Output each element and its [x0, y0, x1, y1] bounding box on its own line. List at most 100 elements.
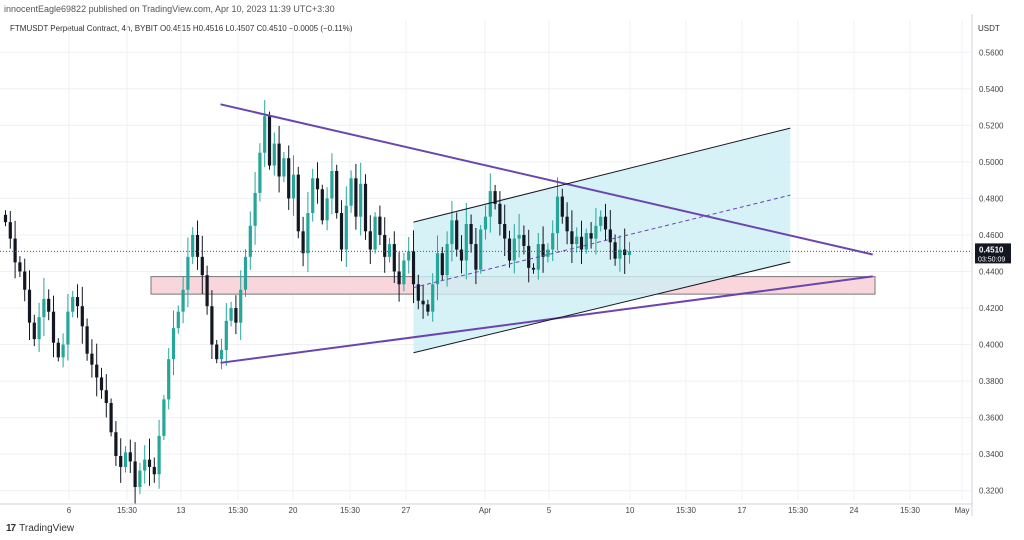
candle-body: [114, 432, 118, 456]
candle: [224, 303, 228, 366]
candle: [349, 170, 353, 213]
candle: [546, 243, 550, 263]
candle: [128, 439, 132, 473]
channel-upper-line: [413, 127, 791, 223]
candle-body: [440, 253, 444, 276]
candle: [282, 152, 286, 183]
candle: [152, 457, 156, 483]
price-tick-label: 0.4400: [979, 267, 1004, 276]
candle-body: [325, 198, 329, 221]
candle: [119, 438, 123, 483]
candle-body: [282, 158, 286, 177]
candle-body: [95, 364, 99, 378]
candle: [263, 100, 267, 168]
candle: [320, 184, 324, 225]
tradingview-logo-icon: 17: [6, 523, 16, 534]
candle-body: [618, 249, 622, 259]
candle: [354, 163, 358, 230]
publisher-caption: innocentEagle69822 published on TradingV…: [4, 4, 335, 14]
candle: [368, 215, 372, 265]
candle: [363, 174, 368, 240]
candle: [618, 235, 622, 272]
candle: [594, 208, 598, 255]
channel-fill: [413, 128, 791, 353]
candle: [397, 252, 401, 302]
support-zone-layer: [150, 128, 876, 353]
candle-body: [435, 253, 440, 285]
candle: [383, 217, 387, 273]
candle-body: [162, 399, 166, 436]
candle-body: [402, 260, 406, 285]
candle: [613, 234, 617, 266]
candle: [191, 227, 195, 264]
candle: [440, 247, 444, 281]
candle-body: [613, 242, 617, 259]
candle-body: [541, 244, 545, 257]
candle-body: [589, 233, 593, 239]
candle-body: [387, 244, 392, 257]
candle: [229, 301, 233, 327]
candle-body: [229, 308, 233, 321]
candle-body: [623, 249, 627, 256]
candle-body: [195, 234, 200, 257]
candle: [503, 204, 507, 257]
candle-body: [493, 191, 497, 204]
candle-body: [599, 216, 603, 226]
upper-wedge-line: [220, 103, 873, 256]
candle: [306, 192, 310, 273]
price-tick-label: 0.3600: [979, 414, 1004, 423]
candle-body: [359, 183, 363, 217]
candle: [599, 210, 603, 232]
candle-body: [80, 306, 84, 327]
candle-body: [239, 289, 243, 323]
candle: [176, 305, 180, 334]
candle-body: [320, 189, 324, 221]
candle: [277, 125, 281, 193]
candle: [147, 438, 152, 486]
time-tick-label: May: [954, 506, 969, 515]
candle-body: [464, 223, 468, 261]
candle-body: [373, 216, 377, 250]
candle-body: [248, 225, 252, 257]
candle-body: [627, 251, 632, 256]
candle: [392, 231, 396, 283]
tradingview-brand[interactable]: 17 TradingView: [6, 523, 74, 534]
last-price-value: 0.4510: [979, 245, 1004, 254]
chart-axes: 0.3200 0.3400 0.3600 0.3800 0.4000 0.4200 0.44…: [0, 14, 1004, 516]
time-tick-label: 20: [289, 506, 298, 515]
candle: [459, 235, 464, 274]
candle: [378, 205, 382, 245]
candle: [181, 276, 185, 324]
candle: [493, 184, 497, 210]
candle: [339, 200, 344, 262]
tradingview-brand-text: TradingView: [19, 523, 75, 534]
candle-body: [99, 377, 104, 391]
candle-body: [8, 222, 12, 239]
candle: [3, 210, 8, 227]
candle-body: [75, 297, 80, 307]
candle-body: [219, 350, 224, 360]
candle-body: [90, 353, 94, 365]
candle-body: [191, 234, 195, 257]
candle: [162, 394, 166, 440]
candle-body: [205, 275, 209, 307]
candle-body: [344, 205, 348, 250]
time-tick-label: 15:30: [676, 506, 697, 515]
candle: [579, 220, 584, 265]
time-tick-label: 5: [547, 506, 552, 515]
candle-body: [411, 251, 416, 285]
candle: [210, 290, 214, 360]
candle-body: [431, 284, 435, 312]
candle-body: [603, 216, 608, 230]
candle: [301, 216, 305, 267]
candle: [123, 446, 128, 473]
candle: [234, 295, 238, 335]
candle-body: [109, 403, 113, 433]
candle-body: [258, 152, 262, 193]
candle: [200, 235, 204, 295]
price-tick-label: 0.5400: [979, 85, 1004, 94]
candle: [167, 348, 171, 410]
candle: [272, 132, 276, 176]
price-tick-label: 0.4000: [979, 341, 1004, 350]
